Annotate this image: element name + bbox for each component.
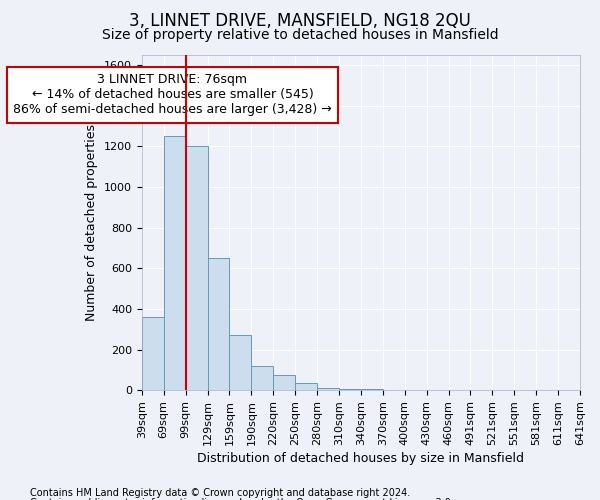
Bar [229, 336, 251, 390]
Bar [208, 258, 229, 390]
Text: Size of property relative to detached houses in Mansfield: Size of property relative to detached ho… [101, 28, 499, 42]
Bar [273, 375, 295, 390]
Bar [317, 388, 339, 390]
Text: Contains public sector information licensed under the Open Government Licence v3: Contains public sector information licen… [30, 498, 454, 500]
Y-axis label: Number of detached properties: Number of detached properties [85, 124, 98, 321]
Bar [164, 136, 185, 390]
Bar [251, 366, 273, 390]
Bar [142, 317, 164, 390]
X-axis label: Distribution of detached houses by size in Mansfield: Distribution of detached houses by size … [197, 452, 524, 465]
Bar [185, 146, 208, 390]
Text: 3 LINNET DRIVE: 76sqm
← 14% of detached houses are smaller (545)
86% of semi-det: 3 LINNET DRIVE: 76sqm ← 14% of detached … [13, 74, 332, 116]
Bar [295, 383, 317, 390]
Text: Contains HM Land Registry data © Crown copyright and database right 2024.: Contains HM Land Registry data © Crown c… [30, 488, 410, 498]
Text: 3, LINNET DRIVE, MANSFIELD, NG18 2QU: 3, LINNET DRIVE, MANSFIELD, NG18 2QU [129, 12, 471, 30]
